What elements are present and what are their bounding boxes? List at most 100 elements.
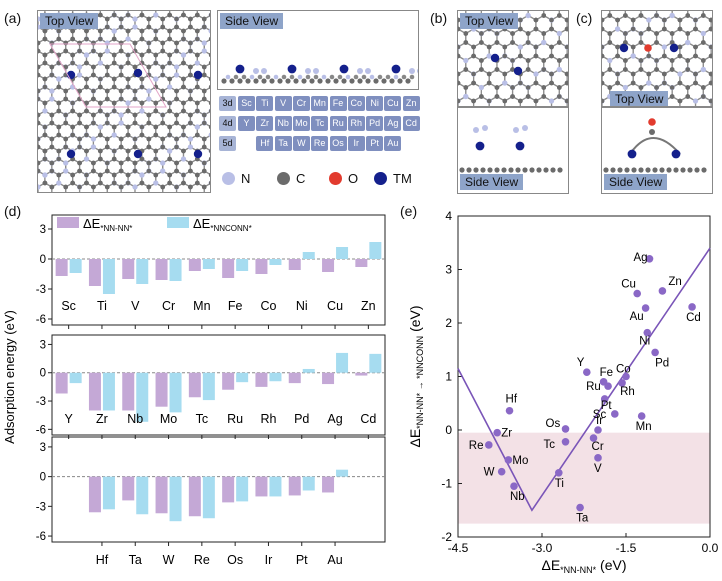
carbon-atom: [510, 31, 515, 36]
carbon-atom: [201, 72, 207, 78]
carbon-atom: [309, 78, 315, 84]
carbon-atom: [146, 64, 152, 70]
chain-atom: [321, 74, 327, 80]
nitrogen-atom: [153, 12, 159, 18]
nitrogen-atom: [83, 156, 90, 162]
carbon-atom: [49, 64, 55, 70]
carbon-atom: [160, 88, 166, 94]
nitrogen-atom: [76, 72, 83, 78]
carbon-atom: [174, 112, 179, 118]
panel-label-b: (b): [430, 10, 448, 26]
bar-category-label: Mo: [160, 412, 177, 426]
carbon-atom: [638, 13, 644, 18]
carbon-atom: [602, 26, 605, 32]
bar-nnnn-w: [155, 476, 168, 514]
carbon-atom: [70, 52, 75, 58]
carbon-atom: [125, 12, 131, 18]
bar-nnnn-zr: [88, 372, 101, 411]
carbon-atom: [77, 120, 82, 126]
carbon-atom: [541, 13, 547, 18]
carbon-atom: [38, 40, 41, 46]
carbon-atom: [49, 160, 55, 166]
carbon-atom: [56, 156, 62, 162]
carbon-atom: [638, 58, 644, 63]
carbon-atom: [685, 94, 691, 99]
volcano-scatter-chart: -4.5 -3.0 -1.5 0.0 -2 -1 0 1 2 3 4 Ag Zn Cu Cd Au Ni Pd Y C…: [407, 209, 719, 575]
scatter-marker: [641, 304, 650, 312]
carbon-atom: [525, 40, 531, 45]
carbon-atom: [70, 124, 75, 130]
nitrogen-atom: [167, 84, 173, 90]
bar-category-label: Ir: [265, 553, 273, 567]
nitrogen-atom: [482, 125, 488, 131]
carbon-atom: [685, 31, 691, 36]
side-view-chain-a: [221, 64, 418, 84]
atom-legend-label: TM: [393, 171, 412, 186]
chain-atom: [337, 74, 343, 80]
carbon-atom: [458, 44, 461, 50]
element-cell-v: V: [274, 96, 292, 111]
carbon-atom: [623, 13, 628, 18]
carbon-atom: [615, 17, 620, 23]
carbon-atom: [610, 167, 616, 173]
carbon-atom: [139, 156, 145, 162]
carbon-atom: [111, 84, 117, 90]
carbon-atom: [111, 12, 117, 18]
carbon-atom: [463, 67, 469, 72]
carbon-atom: [525, 67, 531, 72]
element-cell-y: Y: [238, 116, 255, 131]
carbon-atom: [42, 84, 48, 90]
carbon-atom: [533, 98, 539, 104]
scatter-point-os: Os: [546, 418, 570, 433]
nitrogen-atom: [125, 100, 131, 106]
carbon-atom: [708, 71, 712, 77]
carbon-atom: [208, 37, 210, 41]
carbon-atom: [525, 85, 531, 90]
scatter-point-label: Mo: [512, 455, 528, 467]
chain-atom: [249, 74, 255, 80]
carbon-atom: [708, 44, 712, 50]
scatter-point-cd: Cd: [686, 303, 701, 324]
scatter-y-tick-label: -1: [441, 477, 452, 491]
carbon-atom: [63, 96, 69, 102]
carbon-atom: [261, 78, 267, 84]
carbon-atom: [693, 71, 698, 77]
carbon-atom: [91, 120, 96, 126]
carbon-atom: [153, 172, 159, 178]
carbon-atom: [201, 136, 207, 142]
side-view-cluster-c: [603, 118, 707, 173]
scatter-point-label: Fe: [600, 367, 613, 379]
carbon-atom: [510, 85, 515, 90]
carbon-atom: [38, 48, 41, 54]
bar-category-label: Hf: [96, 553, 109, 567]
nitrogen-atom: [56, 180, 62, 186]
nitrogen-atom: [111, 28, 117, 34]
top-view-panel-a: Top View: [37, 10, 211, 193]
carbon-atom: [98, 84, 103, 90]
element-cell-cu: Cu: [384, 96, 402, 111]
carbon-atom: [42, 52, 48, 58]
carbon-atom: [63, 48, 69, 54]
bar-nnconn-w: [169, 476, 182, 522]
adsorption-bar-chart: Adsorption energy (eV) ΔE*NN-NN* ΔE*NNCONN…: [2, 214, 386, 567]
carbon-atom: [70, 132, 75, 138]
panel-label-c: (c): [576, 10, 593, 26]
scatter-point-ni: Ni: [639, 328, 652, 348]
carbon-atom: [701, 167, 707, 173]
carbon-atom: [111, 60, 117, 66]
carbon-atom: [693, 53, 698, 59]
element-cell-nb: Nb: [274, 116, 292, 131]
carbon-atom: [70, 28, 75, 34]
carbon-atom: [649, 129, 655, 135]
carbon-atom: [181, 12, 186, 18]
carbon-atom: [486, 44, 492, 50]
carbon-atom: [541, 67, 547, 72]
carbon-atom: [84, 28, 89, 34]
carbon-atom: [195, 52, 200, 58]
scatter-y-tick-label: 4: [445, 209, 452, 223]
carbon-atom: [91, 168, 96, 174]
scatter-point-rh: Rh: [618, 379, 635, 398]
carbon-atom: [630, 71, 636, 77]
carbon-atom: [494, 94, 500, 99]
carbon-atom: [49, 168, 55, 174]
